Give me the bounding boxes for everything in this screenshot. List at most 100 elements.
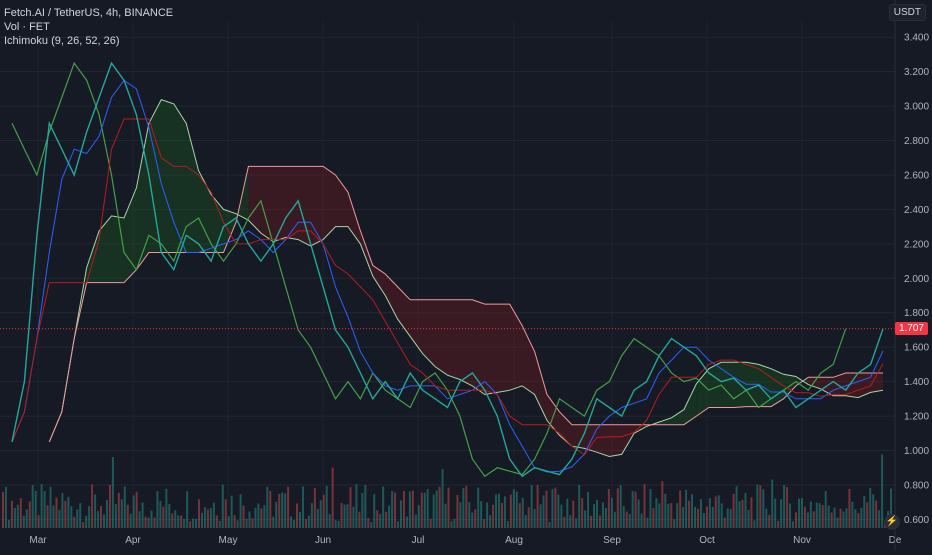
volume-bar [319, 500, 322, 528]
x-tick-label: Apr [125, 535, 141, 546]
volume-bar [391, 491, 394, 528]
volume-bar [43, 490, 46, 528]
cloud-segment [211, 194, 224, 253]
volume-bar [809, 501, 812, 528]
volume-bar [670, 503, 673, 528]
volume-bar [429, 518, 432, 528]
cloud-segment [497, 304, 510, 393]
volume-bar [783, 485, 786, 528]
volume-bar [506, 521, 509, 528]
volume-bar [349, 487, 352, 528]
volume-bar [800, 497, 803, 528]
volume-bar [322, 494, 325, 528]
volume-bar [102, 514, 105, 528]
volume-bar [411, 490, 414, 528]
volume-bar [533, 508, 536, 528]
cloud-segment [522, 325, 535, 395]
indicator-legend[interactable]: Ichimoku (9, 26, 52, 26) [4, 35, 120, 47]
volume-bar [830, 512, 833, 528]
y-tick-label: 1.400 [904, 377, 929, 388]
volume-bar [682, 506, 685, 528]
y-tick-label: 1.800 [904, 308, 929, 319]
volume-bar [489, 515, 492, 528]
volume-bar [192, 518, 195, 528]
volume-bar [622, 505, 625, 528]
volume-bar [554, 487, 557, 528]
cloud-segment [161, 99, 174, 253]
volume-bar [257, 503, 260, 528]
volume-bar [480, 501, 483, 528]
volume-bar [649, 489, 652, 528]
volume-bar [500, 502, 503, 528]
volume-bar [521, 497, 524, 528]
cloud-segment [422, 299, 436, 367]
volume-bar [97, 511, 100, 528]
volume-bar [450, 521, 453, 528]
volume-bar [756, 484, 759, 528]
currency-unit[interactable]: USDT [888, 4, 926, 21]
volume-bar [495, 494, 498, 528]
chart-legend: Fetch.AI / TetherUS, 4h, BINANCE Vol · F… [4, 6, 173, 48]
volume-bar [79, 503, 82, 528]
volume-bar [664, 493, 667, 528]
volume-bar [708, 498, 711, 528]
x-tick-label: Mar [29, 535, 47, 546]
volume-bar [239, 494, 242, 528]
x-tick-label: Nov [793, 535, 811, 546]
volume-bar [373, 494, 376, 528]
volume-bar [299, 511, 301, 528]
volume-bar [313, 488, 316, 528]
volume-bar [851, 501, 854, 528]
volume-bar [156, 491, 159, 528]
volume-bar [266, 486, 269, 528]
volume-bar [245, 518, 248, 528]
y-tick-label: 3.200 [904, 67, 929, 78]
volume-bar [82, 521, 85, 528]
volume-bar [34, 490, 37, 528]
cloud-segment [360, 230, 373, 277]
volume-bar [40, 484, 43, 528]
volume-bar [652, 508, 655, 528]
cloud-segment [808, 377, 821, 389]
volume-bar [123, 486, 126, 528]
cloud-segment [323, 166, 336, 240]
volume-bar [569, 515, 572, 528]
y-tick-label: 2.200 [904, 239, 929, 250]
leading-span-a [48, 98, 884, 458]
symbol-title[interactable]: Fetch.AI / TetherUS, 4h, BINANCE [4, 7, 174, 19]
volume-bar [839, 508, 842, 528]
scroll-to-realtime-icon[interactable]: ⚡ [884, 514, 900, 530]
volume-bar [126, 504, 129, 528]
volume-bar [186, 491, 189, 528]
cloud-segment [596, 424, 610, 457]
x-tick-label: Aug [505, 535, 523, 546]
volume-bar [159, 500, 162, 528]
volume-bar [818, 503, 821, 528]
volume-bar [388, 505, 391, 528]
volume-bar [759, 485, 762, 528]
grid [0, 20, 896, 528]
volume-bar [741, 499, 744, 528]
volume-bar [827, 505, 830, 528]
cloud-segment [571, 424, 585, 449]
volume-bar [634, 491, 637, 528]
volume-bar [610, 497, 613, 528]
volume-bar [251, 518, 254, 528]
x-tick-label: May [219, 535, 238, 546]
volume-bar [46, 505, 49, 528]
volume-bar [22, 515, 25, 528]
volume-bar [872, 494, 875, 528]
volume-bar [212, 502, 215, 528]
cloud-segment [347, 192, 361, 244]
volume-legend[interactable]: Vol · FET [4, 21, 50, 33]
volume-bar [768, 514, 771, 528]
volume-bar [290, 516, 293, 528]
volume-bar [863, 495, 866, 528]
volume-bar [474, 509, 477, 528]
volume-bar [572, 500, 575, 528]
volume-bar [200, 512, 203, 528]
volume-bar [293, 519, 296, 528]
volume-bar [806, 512, 809, 528]
